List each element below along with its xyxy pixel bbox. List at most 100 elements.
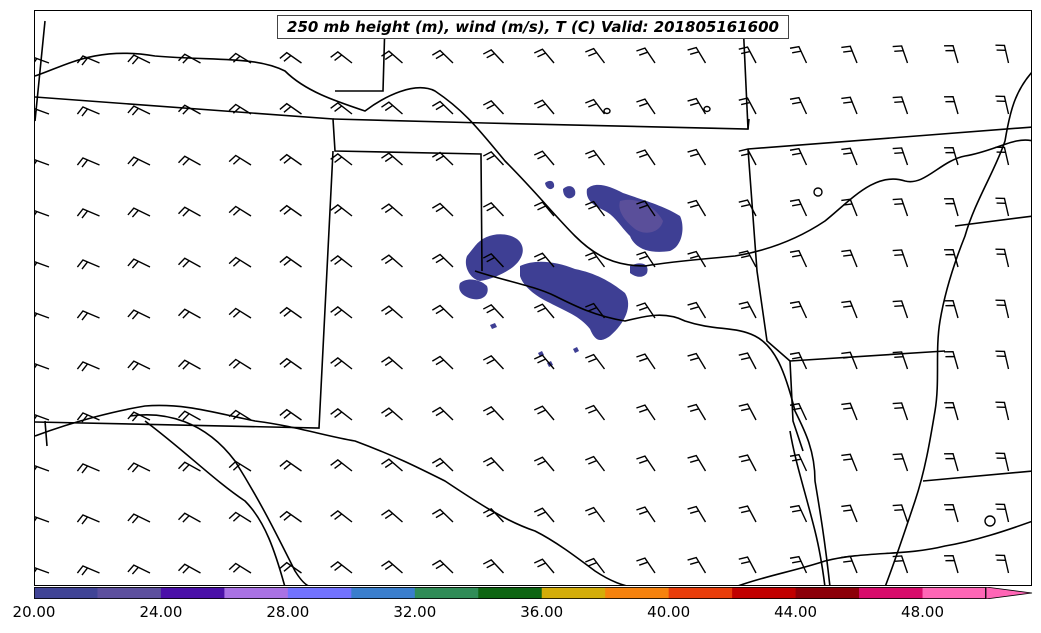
wind-barb bbox=[228, 52, 252, 64]
colorbar-segment bbox=[478, 587, 543, 599]
wind-barb bbox=[431, 508, 454, 523]
wind-barb bbox=[687, 505, 707, 523]
wind-barb bbox=[76, 208, 100, 219]
wind-barb bbox=[944, 95, 959, 115]
lake-1 bbox=[603, 107, 611, 115]
wind-barb bbox=[841, 453, 858, 472]
colorbar-tick-label: 44.00 bbox=[774, 603, 818, 621]
wind-barb bbox=[789, 45, 808, 64]
wind-barb bbox=[789, 504, 808, 523]
wind-barb bbox=[279, 204, 302, 217]
wind-barb bbox=[482, 252, 505, 268]
shade-dot-1 bbox=[490, 323, 497, 329]
wind-barb bbox=[636, 302, 656, 319]
wind-barb bbox=[381, 254, 403, 268]
wind-barb bbox=[585, 506, 606, 523]
temperature-shading bbox=[459, 180, 683, 367]
wind-barb bbox=[738, 46, 757, 64]
wind-barb bbox=[944, 452, 959, 472]
wind-barb bbox=[892, 198, 909, 217]
wind-barb bbox=[533, 507, 555, 523]
wind-barb bbox=[178, 410, 201, 421]
river-central bbox=[474, 270, 831, 585]
colorbar bbox=[34, 587, 1033, 599]
wind-barb bbox=[76, 310, 100, 321]
wind-barb bbox=[35, 567, 50, 574]
wind-barb bbox=[279, 102, 302, 115]
wind-barb bbox=[533, 456, 555, 472]
colorbar-segment bbox=[287, 587, 352, 599]
colorbar-segment bbox=[541, 587, 606, 599]
colorbar-tick-label: 32.00 bbox=[393, 603, 437, 621]
wind-barb bbox=[330, 255, 353, 268]
map-frame bbox=[34, 10, 1032, 586]
wind-barb bbox=[279, 153, 302, 166]
colorbar-tick-label: 36.00 bbox=[520, 603, 564, 621]
wind-barb bbox=[279, 510, 302, 523]
wind-barb bbox=[76, 412, 100, 423]
wind-barb bbox=[738, 454, 757, 472]
wind-barb bbox=[381, 356, 403, 370]
wind-barb bbox=[533, 405, 555, 421]
wind-barb bbox=[995, 401, 1010, 421]
shade-blob-west-2 bbox=[459, 279, 488, 300]
wind-barb bbox=[127, 207, 151, 218]
boundary-tx-east bbox=[144, 420, 286, 585]
wind-barb bbox=[431, 355, 454, 370]
wind-barb bbox=[178, 512, 201, 523]
wind-barb bbox=[228, 460, 252, 472]
wind-barb bbox=[738, 505, 757, 523]
wind-barb bbox=[995, 452, 1010, 472]
wind-barb bbox=[330, 459, 353, 472]
wind-barb bbox=[279, 561, 302, 574]
wind-barb bbox=[127, 462, 151, 473]
wind-barb bbox=[841, 402, 858, 421]
wind-barb bbox=[585, 149, 606, 166]
wind-barb bbox=[738, 403, 757, 421]
boundary-ne-ks bbox=[335, 20, 386, 92]
wind-barb bbox=[482, 456, 505, 472]
wind-barb bbox=[279, 306, 302, 319]
shade-blob-ne-small bbox=[545, 180, 555, 190]
wind-barb bbox=[330, 204, 353, 217]
wind-barb bbox=[178, 206, 201, 217]
wind-barb bbox=[738, 352, 757, 370]
colorbar-segment bbox=[795, 587, 860, 599]
wind-barb bbox=[585, 353, 606, 370]
boundary-ks-ok bbox=[332, 118, 750, 130]
wind-barb bbox=[995, 44, 1010, 64]
wind-barb bbox=[841, 300, 858, 319]
wind-barb bbox=[35, 465, 50, 472]
wind-barb bbox=[127, 105, 151, 116]
wind-barb bbox=[127, 258, 151, 269]
wind-barb bbox=[944, 299, 959, 319]
wind-barb bbox=[431, 559, 454, 574]
wind-barb bbox=[738, 556, 757, 574]
wind-barb bbox=[687, 454, 707, 472]
wind-barb bbox=[178, 155, 201, 166]
wind-barb bbox=[687, 403, 707, 421]
colorbar-segment bbox=[160, 587, 225, 599]
wind-barb bbox=[841, 555, 858, 574]
colorbar-segment bbox=[34, 587, 98, 599]
wind-barb bbox=[636, 506, 656, 523]
wind-barb bbox=[330, 561, 353, 574]
wind-barb bbox=[892, 453, 909, 472]
wind-barb bbox=[636, 404, 656, 421]
wind-barb bbox=[431, 253, 454, 268]
wind-barb bbox=[381, 560, 403, 574]
boundary-ar-la bbox=[789, 350, 946, 362]
river-mississippi bbox=[884, 72, 1031, 585]
wind-barb bbox=[431, 202, 454, 217]
wind-barb bbox=[76, 259, 100, 270]
wind-barb bbox=[944, 401, 959, 421]
wind-barb bbox=[482, 558, 505, 574]
wind-barb bbox=[636, 455, 656, 472]
wind-barb bbox=[738, 199, 757, 217]
wind-barb bbox=[841, 45, 858, 64]
colorbar-outline bbox=[34, 587, 986, 599]
wind-barb bbox=[585, 98, 606, 115]
wind-barb bbox=[228, 409, 252, 421]
colorbar-segment bbox=[414, 587, 479, 599]
boundary-ok-ar bbox=[747, 148, 804, 452]
